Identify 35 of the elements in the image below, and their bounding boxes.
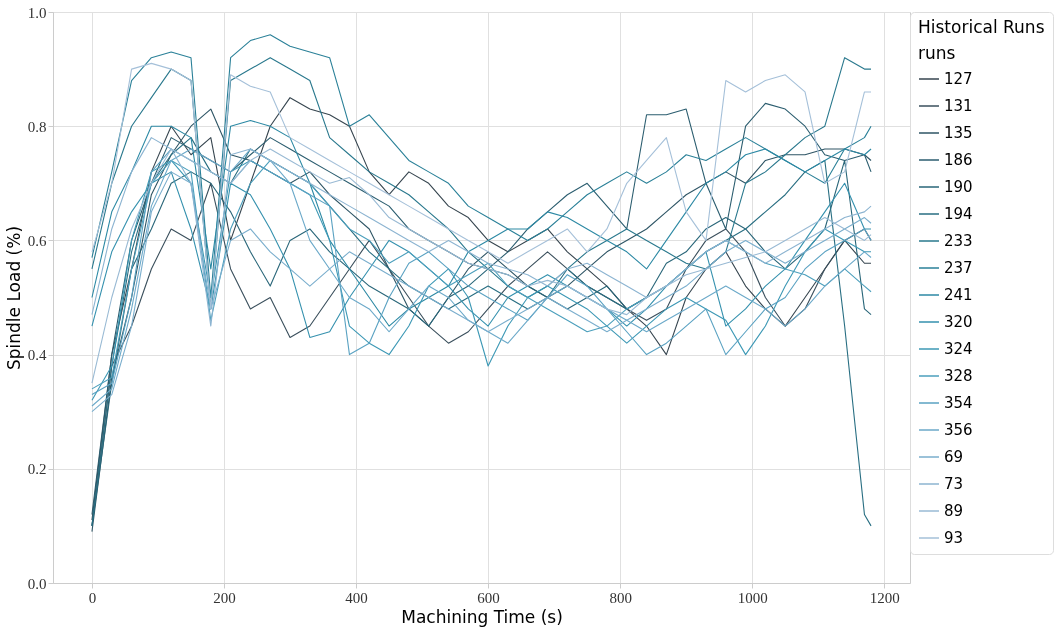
legend-label: 127: [944, 70, 973, 88]
x-tick-label: 0: [88, 589, 97, 606]
legend-label: 131: [944, 97, 973, 115]
legend-title: Historical Runs: [918, 17, 1045, 37]
legend-label: 233: [944, 232, 973, 250]
legend-label: 73: [944, 475, 964, 493]
legend-label: 237: [944, 259, 973, 277]
legend-label: 89: [944, 502, 964, 520]
y-tick-label: 0.6: [27, 232, 47, 249]
legend-label: 69: [944, 448, 964, 466]
text: runs: [918, 43, 956, 63]
y-tick-label: 0.0: [27, 575, 47, 592]
y-tick-label: 0.8: [27, 118, 47, 135]
x-tick-label: 1200: [869, 589, 900, 606]
y-tick-label: 0.2: [27, 461, 47, 478]
x-tick-label: 200: [213, 589, 236, 606]
x-tick-label: 400: [345, 589, 368, 606]
x-tick-label: 800: [609, 589, 632, 606]
legend-label: 320: [944, 313, 973, 331]
legend-label: 241: [944, 286, 973, 304]
legend-label: 93: [944, 529, 964, 547]
y-axis-title: Spindle Load (%): [3, 225, 24, 371]
legend-label: 354: [944, 394, 973, 412]
legend-label: 328: [944, 367, 973, 385]
legend-label: 194: [944, 205, 973, 223]
legend-label: 186: [944, 151, 973, 169]
y-tick-label: 0.4: [27, 347, 47, 364]
y-tick-label: 1.0: [27, 4, 47, 21]
x-tick-label: 600: [477, 589, 500, 606]
legend-label: 356: [944, 421, 973, 439]
legend-label: 190: [944, 178, 973, 196]
x-tick-label: 1000: [737, 589, 768, 606]
x-axis-title: Machining Time (s): [401, 606, 563, 627]
legend-label: 135: [944, 124, 973, 142]
legend-label: 324: [944, 340, 973, 358]
